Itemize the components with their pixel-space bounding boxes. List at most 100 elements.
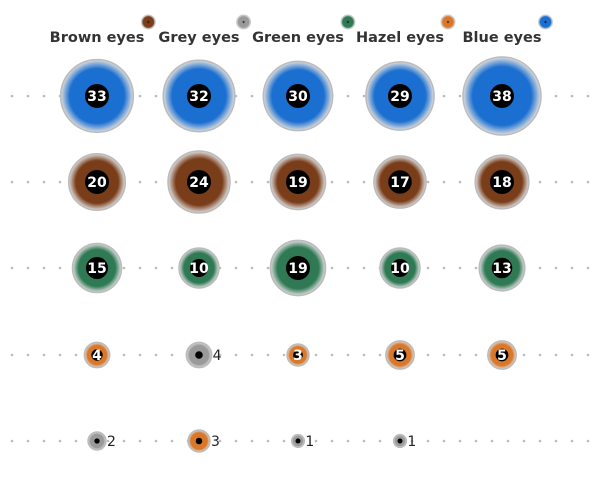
guide-dot [154,94,158,98]
guide-dot [586,94,590,98]
value-label: 5 [497,348,507,364]
pupil [490,84,514,108]
guide-dot [234,266,238,270]
guide-dot [266,180,270,184]
guide-dot [10,180,14,184]
guide-dot [442,266,446,270]
guide-dot [42,266,46,270]
guide-dot [250,180,254,184]
pupil [286,256,310,280]
pupil [189,258,209,278]
guide-dot [586,353,590,357]
guide-dot [58,353,62,357]
value-label: 38 [492,89,511,105]
guide-dot [42,180,46,184]
pupil [286,170,310,194]
guide-dot [234,180,238,184]
value-label: 20 [87,175,107,191]
guide-dot [122,353,126,357]
value-label: 1 [407,434,416,450]
guide-dot [154,439,158,443]
guide-dot [426,439,430,443]
guide-dot [10,94,14,98]
pupil [187,84,211,108]
guide-dot [154,180,158,184]
guide-dot [74,439,78,443]
guide-dot [346,353,350,357]
guide-dot [58,266,62,270]
guide-dot [26,439,30,443]
pupil [195,437,203,445]
header-icon [537,14,553,30]
guide-dot [538,266,542,270]
value-label: 24 [189,175,209,191]
guide-dot [346,180,350,184]
guide-dot [362,180,366,184]
guide-dot [282,439,286,443]
guide-dot [266,439,270,443]
guide-dot [42,94,46,98]
value-label: 4 [213,348,222,364]
guide-dot [570,439,574,443]
guide-dot [266,353,270,357]
value-label: 30 [288,89,308,105]
value-label: 17 [390,175,409,191]
guide-dot [458,94,462,98]
value-label: 10 [390,261,410,277]
value-label: 19 [288,261,307,277]
column-header: Green eyes [252,30,344,46]
guide-dot [554,94,558,98]
guide-dot [138,266,142,270]
guide-dot [346,266,350,270]
guide-dot [58,439,62,443]
column-header: Blue eyes [463,30,542,46]
guide-dot [154,353,158,357]
guide-dot [442,180,446,184]
guide-dot [330,266,334,270]
guide-dot [410,439,414,443]
pupil [393,348,407,362]
guide-dot [442,439,446,443]
pupil [388,170,412,194]
guide-dot [122,266,126,270]
guide-dot [138,439,142,443]
guide-dot [154,266,158,270]
guide-dot [522,353,526,357]
pupil [295,438,301,444]
guide-dot [570,94,574,98]
guide-dot [218,353,222,357]
value-label: 10 [189,261,209,277]
value-label: 19 [288,175,307,191]
guide-dot [474,353,478,357]
guide-dot [538,439,542,443]
guide-dot [554,439,558,443]
guide-dot [42,439,46,443]
guide-dot [458,266,462,270]
guide-dot [234,439,238,443]
guide-dot [26,94,30,98]
guide-dot [330,439,334,443]
guide-dot [10,353,14,357]
value-label: 32 [189,89,208,105]
guide-dot [266,266,270,270]
guide-dot [58,180,62,184]
guide-dot [346,94,350,98]
column-header: Brown eyes [50,30,145,46]
guide-dot [586,439,590,443]
guide-dot [570,266,574,270]
guide-dot [218,439,222,443]
guide-dot [522,439,526,443]
header-icon [340,14,356,30]
value-label: 3 [211,434,220,450]
guide-dot [570,180,574,184]
value-label: 15 [87,261,106,277]
guide-dot [122,439,126,443]
guide-dot [362,353,366,357]
pupil [490,170,514,194]
guide-dot [538,353,542,357]
header-icon [140,14,156,30]
guide-dot [250,353,254,357]
pupil [85,256,109,280]
guide-dot [330,180,334,184]
